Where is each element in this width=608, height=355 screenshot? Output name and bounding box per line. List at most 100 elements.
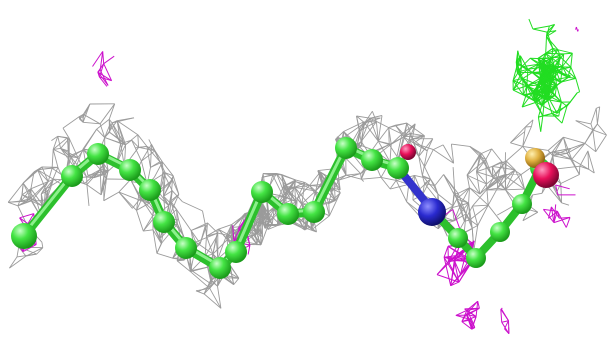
mesh-segment bbox=[25, 247, 44, 257]
mesh-segment bbox=[522, 101, 537, 108]
mesh-segment bbox=[571, 159, 589, 170]
mesh-segment bbox=[456, 198, 467, 215]
mesh-segment bbox=[233, 278, 240, 285]
carbon-atom bbox=[139, 179, 161, 201]
mesh-segment bbox=[296, 185, 310, 200]
mesh-segment bbox=[551, 66, 555, 81]
mesh-segment bbox=[86, 184, 102, 196]
mesh-segment bbox=[140, 197, 150, 204]
mesh-segment bbox=[460, 202, 469, 206]
mesh-segment bbox=[570, 142, 586, 149]
mesh-segment bbox=[521, 57, 531, 68]
mesh-segment bbox=[485, 159, 487, 185]
mesh-segment bbox=[575, 120, 594, 131]
mesh-segment bbox=[527, 66, 544, 70]
mesh-segment bbox=[544, 87, 550, 94]
mesh-segment bbox=[522, 126, 532, 147]
mesh-segment bbox=[37, 167, 53, 171]
mesh-segment bbox=[550, 206, 555, 223]
mesh-segment bbox=[450, 144, 455, 164]
mesh-segment bbox=[369, 118, 379, 142]
mesh-segment bbox=[515, 62, 518, 73]
mesh-segment bbox=[457, 187, 470, 194]
mesh-segment bbox=[486, 175, 506, 191]
mesh-segment bbox=[104, 120, 118, 138]
mesh-segment bbox=[455, 309, 468, 316]
mesh-segment bbox=[83, 113, 101, 125]
mesh-segment bbox=[418, 156, 425, 168]
mesh-segment bbox=[296, 198, 303, 204]
mesh-segment bbox=[456, 198, 469, 204]
mesh-segment bbox=[548, 98, 558, 114]
mesh-segment bbox=[453, 192, 459, 195]
mesh-segment bbox=[79, 114, 84, 120]
mesh-segment bbox=[553, 204, 557, 223]
mesh-segment bbox=[343, 122, 365, 138]
mesh-segment bbox=[204, 236, 207, 257]
mesh-segment bbox=[287, 188, 296, 202]
mesh-segment bbox=[443, 174, 459, 194]
mesh-segment bbox=[491, 148, 503, 162]
mesh-segment bbox=[283, 186, 292, 201]
mesh-segment bbox=[537, 84, 548, 98]
mesh-segment bbox=[555, 184, 570, 190]
mesh-segment bbox=[525, 92, 533, 96]
mesh-segment bbox=[570, 53, 573, 68]
mesh-segment bbox=[533, 91, 545, 100]
mesh-segment bbox=[22, 244, 37, 253]
mesh-segment bbox=[137, 134, 140, 148]
mesh-segment bbox=[544, 73, 546, 88]
mesh-segment bbox=[565, 217, 571, 228]
mesh-segment bbox=[485, 148, 493, 160]
mesh-segment bbox=[443, 257, 452, 286]
mesh-segment bbox=[566, 101, 571, 107]
mesh-segment bbox=[539, 66, 545, 79]
mesh-segment bbox=[556, 85, 562, 103]
mesh-segment bbox=[67, 150, 70, 157]
mesh-segment bbox=[551, 49, 559, 59]
mesh-segment bbox=[487, 204, 503, 224]
mesh-segment bbox=[545, 66, 555, 75]
bond-highlight bbox=[22, 172, 74, 236]
mesh-segment bbox=[522, 78, 539, 86]
mesh-segment bbox=[163, 190, 173, 197]
mesh-segment bbox=[103, 63, 113, 81]
mesh-segment bbox=[596, 106, 601, 125]
mesh-segment bbox=[345, 174, 362, 180]
mesh-segment bbox=[136, 210, 144, 232]
mesh-segment bbox=[544, 98, 562, 103]
mesh-segment bbox=[430, 178, 436, 186]
mesh-segment bbox=[456, 198, 465, 222]
mesh-segment bbox=[468, 187, 470, 204]
mesh-segment bbox=[99, 76, 108, 87]
mesh-segment bbox=[170, 200, 178, 225]
mesh-segment bbox=[453, 260, 461, 275]
mesh-segment bbox=[584, 142, 596, 153]
mesh-segment bbox=[267, 212, 273, 225]
mesh-segment bbox=[311, 215, 330, 231]
mesh-segment bbox=[116, 120, 127, 145]
mesh-segment bbox=[466, 159, 487, 176]
mesh-segment bbox=[33, 169, 38, 173]
mesh-segment bbox=[22, 182, 32, 199]
mesh-segment bbox=[256, 230, 261, 245]
mesh-segment bbox=[413, 142, 420, 157]
mesh-segment bbox=[481, 153, 487, 160]
mesh-segment bbox=[545, 52, 553, 59]
mesh-segment bbox=[77, 149, 84, 158]
mesh-segment bbox=[162, 171, 173, 191]
mesh-segment bbox=[522, 126, 526, 147]
mesh-segment bbox=[464, 219, 471, 222]
mesh-segment bbox=[472, 189, 487, 207]
mesh-segment bbox=[116, 120, 139, 136]
mesh-segment bbox=[190, 271, 210, 289]
mesh-segment bbox=[530, 119, 534, 127]
mesh-segment bbox=[526, 85, 535, 93]
mesh-segment bbox=[422, 175, 439, 195]
mesh-segment bbox=[570, 66, 577, 79]
mesh-segment bbox=[195, 241, 214, 255]
mesh-segment bbox=[461, 314, 467, 322]
mesh-segment bbox=[492, 160, 507, 167]
